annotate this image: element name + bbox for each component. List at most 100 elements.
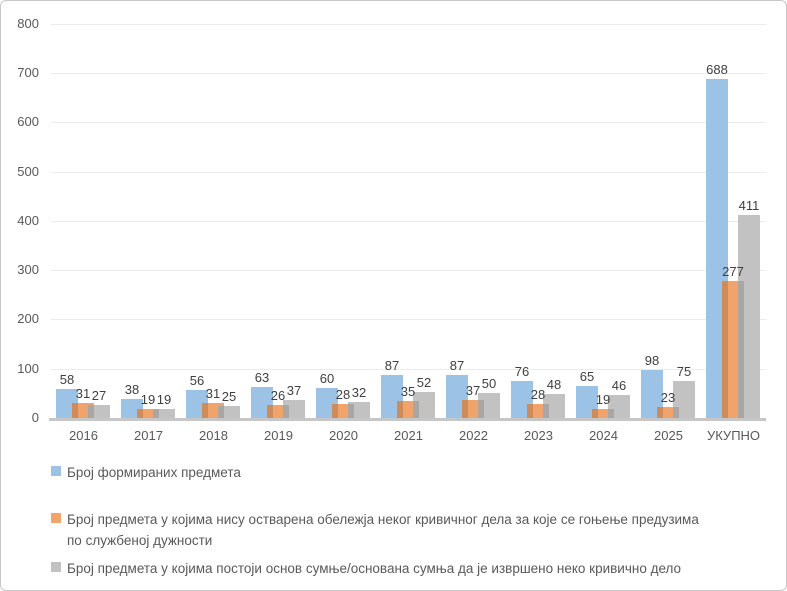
data-label-series-2-2016: 27 bbox=[91, 387, 107, 403]
y-axis-tick-label: 700 bbox=[17, 65, 39, 80]
data-label-series-0-2024: 65 bbox=[579, 369, 595, 384]
bar-overlap-shading bbox=[657, 406, 663, 418]
legend-item-no-criminal-offense: Број предмета у којима нису остварена об… bbox=[51, 509, 717, 551]
legend-swatch-orange bbox=[51, 513, 61, 523]
data-label-series-1-2019: 26 bbox=[270, 388, 286, 404]
bar-series-2-2024 bbox=[608, 395, 630, 418]
bar-overlap-shading bbox=[608, 408, 614, 418]
y-axis-tick-label: 400 bbox=[17, 213, 39, 228]
data-label-series-0-2018: 56 bbox=[189, 373, 205, 389]
y-axis-tick-label: 200 bbox=[17, 311, 39, 326]
bar-series-2-УКУПНО bbox=[738, 215, 760, 418]
data-label-series-1-2021: 35 bbox=[400, 383, 416, 399]
data-label-series-0-2016: 58 bbox=[59, 372, 75, 388]
bar-overlap-shading bbox=[283, 405, 289, 418]
legend-item-grounds-for-suspicion: Број предмета у којима постоји основ сум… bbox=[51, 558, 681, 579]
bar-series-2-2023 bbox=[543, 394, 565, 418]
data-label-series-0-2025: 98 bbox=[644, 352, 660, 368]
bar-series-2-2022 bbox=[478, 393, 500, 418]
horizontal-gridline bbox=[51, 319, 766, 320]
x-axis-tick-label-2020: 2020 bbox=[329, 428, 358, 443]
x-axis-tick-label-2018: 2018 bbox=[199, 428, 228, 443]
data-label-series-1-2022: 37 bbox=[465, 382, 481, 398]
data-label-series-2-2018: 25 bbox=[221, 388, 237, 404]
bar-overlap-shading bbox=[267, 405, 273, 418]
x-axis-tick-label-2025: 2025 bbox=[654, 428, 683, 443]
data-label-series-1-2025: 23 bbox=[660, 389, 676, 405]
data-label-series-1-2024: 19 bbox=[595, 391, 611, 407]
bar-series-2-2018 bbox=[218, 405, 240, 418]
bar-series-2-2020 bbox=[348, 402, 370, 418]
x-axis-tick-label-2021: 2021 bbox=[394, 428, 423, 443]
data-label-series-2-2017: 19 bbox=[156, 391, 172, 407]
horizontal-gridline bbox=[51, 24, 766, 25]
y-axis-tick-label: 0 bbox=[31, 410, 39, 425]
bar-overlap-shading bbox=[88, 404, 94, 418]
bar-overlap-shading bbox=[137, 408, 143, 418]
bar-series-2-2016 bbox=[88, 404, 110, 418]
horizontal-gridline bbox=[51, 122, 766, 123]
bar-overlap-shading bbox=[72, 402, 78, 418]
bar-overlap-shading bbox=[413, 400, 419, 418]
x-axis-tick-label-2016: 2016 bbox=[69, 428, 98, 443]
bar-overlap-shading bbox=[478, 399, 484, 418]
bar-series-2-2017 bbox=[153, 408, 175, 418]
x-axis-tick-label-2022: 2022 bbox=[459, 428, 488, 443]
bar-overlap-shading bbox=[722, 281, 728, 418]
legend-swatch-gray bbox=[51, 562, 61, 572]
data-label-series-2-2022: 50 bbox=[481, 376, 497, 392]
data-label-series-0-2020: 60 bbox=[319, 371, 335, 387]
data-label-series-2-2021: 52 bbox=[416, 375, 432, 391]
y-axis-tick-label: 800 bbox=[17, 16, 39, 31]
data-label-series-0-УКУПНО: 688 bbox=[706, 61, 728, 77]
x-axis-line bbox=[49, 418, 766, 421]
y-axis-tick-label: 500 bbox=[17, 164, 39, 179]
data-label-series-0-2017: 38 bbox=[124, 382, 140, 398]
horizontal-gridline bbox=[51, 172, 766, 173]
bar-overlap-shading bbox=[153, 408, 159, 418]
bar-overlap-shading bbox=[592, 408, 598, 418]
data-label-series-1-2016: 31 bbox=[75, 385, 91, 401]
bar-series-1-2024 bbox=[592, 408, 614, 418]
data-label-series-1-2017: 19 bbox=[140, 391, 156, 407]
data-label-series-2-УКУПНО: 411 bbox=[738, 198, 760, 214]
y-axis-tick-label: 100 bbox=[17, 361, 39, 376]
bar-series-2-2025 bbox=[673, 381, 695, 418]
data-label-series-1-2018: 31 bbox=[205, 385, 221, 401]
x-axis-tick-label-2017: 2017 bbox=[134, 428, 163, 443]
data-label-series-2-2024: 46 bbox=[611, 378, 627, 394]
y-axis-tick-label: 300 bbox=[17, 262, 39, 277]
x-axis-tick-label-УКУПНО: УКУПНО bbox=[706, 428, 761, 443]
legend-label: Број предмета у којима нису остварена об… bbox=[67, 512, 699, 548]
bar-series-0-2025 bbox=[641, 369, 663, 418]
bar-series-2-2019 bbox=[283, 399, 305, 418]
data-label-series-2-2023: 48 bbox=[546, 377, 562, 393]
data-label-series-0-2021: 87 bbox=[384, 358, 400, 374]
x-axis-tick-label-2023: 2023 bbox=[524, 428, 553, 443]
bar-series-2-2021 bbox=[413, 392, 435, 418]
horizontal-gridline bbox=[51, 270, 766, 271]
bar-overlap-shading bbox=[397, 400, 403, 418]
bar-overlap-shading bbox=[332, 404, 338, 418]
bar-overlap-shading bbox=[673, 406, 679, 418]
bar-series-1-2025 bbox=[657, 406, 679, 418]
y-axis-tick-label: 600 bbox=[17, 114, 39, 129]
bar-overlap-shading bbox=[462, 399, 468, 418]
bar-overlap-shading bbox=[348, 404, 354, 418]
x-axis-tick-label-2024: 2024 bbox=[589, 428, 618, 443]
legend-item-formed-cases: Број формираних предмета bbox=[51, 462, 241, 483]
bar-overlap-shading bbox=[202, 402, 208, 418]
data-label-series-2-2025: 75 bbox=[676, 364, 692, 379]
data-label-series-2-2019: 37 bbox=[286, 382, 302, 398]
bar-series-1-2017 bbox=[137, 408, 159, 418]
data-label-series-0-2023: 76 bbox=[514, 363, 530, 379]
data-label-series-0-2022: 87 bbox=[449, 358, 465, 374]
x-axis-tick-label-2019: 2019 bbox=[264, 428, 293, 443]
horizontal-gridline bbox=[51, 221, 766, 222]
bar-overlap-shading bbox=[527, 404, 533, 418]
data-label-series-2-2020: 32 bbox=[351, 385, 367, 401]
data-label-series-1-2023: 28 bbox=[530, 387, 546, 403]
legend-swatch-blue bbox=[51, 466, 61, 476]
legend-label: Број предмета у којима постоји основ сум… bbox=[67, 561, 682, 576]
